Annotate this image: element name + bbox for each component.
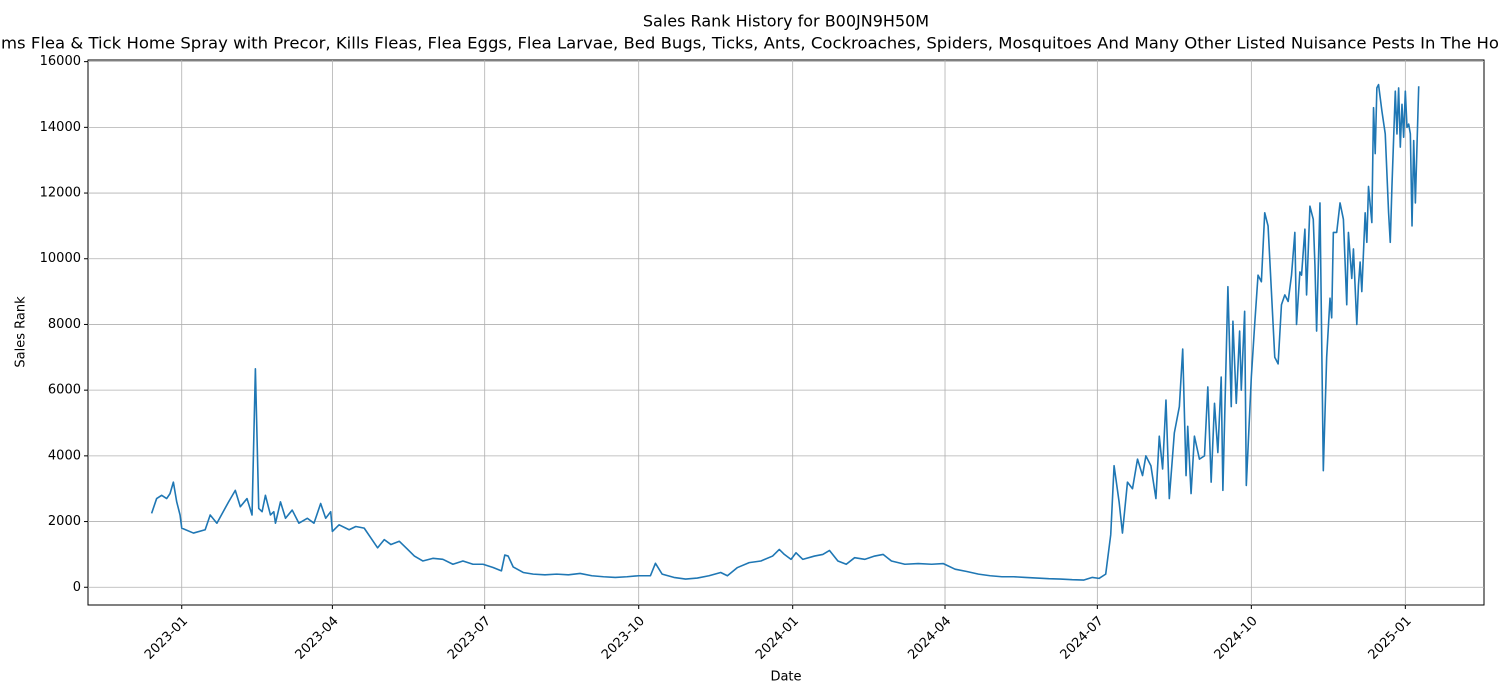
x-tick-label: 2025-01 (1366, 614, 1415, 663)
y-tick-label: 8000 (48, 317, 81, 332)
x-axis-label: Date (770, 670, 801, 685)
y-tick-label: 12000 (40, 186, 81, 201)
y-axis-label: Sales Rank (14, 296, 29, 368)
x-tick-label: 2023-07 (445, 614, 494, 663)
chart-subtitle: ms Flea & Tick Home Spray with Precor, K… (1, 34, 1499, 53)
y-tick-label: 14000 (40, 120, 81, 135)
x-tick-label: 2024-07 (1058, 614, 1107, 663)
x-tick-label: 2024-04 (905, 614, 954, 663)
y-tick-label: 2000 (48, 514, 81, 529)
y-tick-label: 10000 (40, 251, 81, 266)
plot-frame (87, 59, 1485, 606)
y-tick-label: 0 (73, 580, 81, 595)
x-tick-label: 2024-01 (753, 614, 802, 663)
x-tick-label: 2023-01 (142, 614, 191, 663)
y-tick-label: 4000 (48, 448, 81, 463)
x-tick-label: 2023-10 (599, 614, 648, 663)
y-tick-label: 16000 (40, 54, 81, 69)
x-tick-label: 2023-04 (293, 614, 342, 663)
data-line (150, 83, 1420, 581)
chart-title: Sales Rank History for B00JN9H50M (643, 12, 929, 31)
x-tick-label: 2024-10 (1212, 614, 1261, 663)
y-tick-label: 6000 (48, 383, 81, 398)
